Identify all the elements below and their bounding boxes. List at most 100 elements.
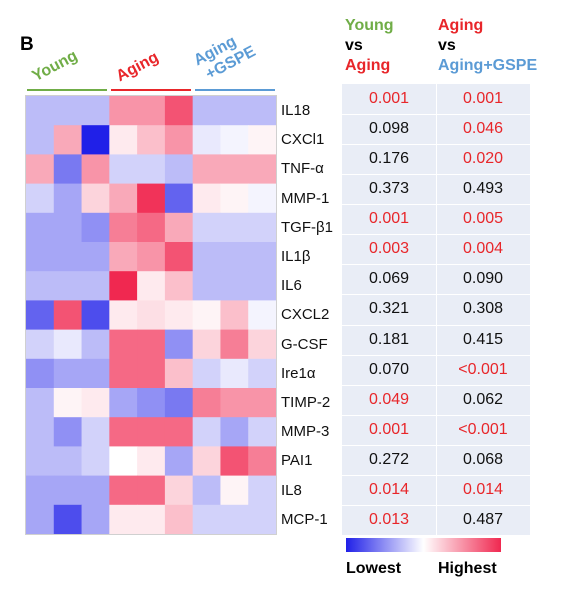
heatmap-cell-CXCL2-5 xyxy=(137,300,166,331)
heatmap-cell-MCP-1-5 xyxy=(137,504,166,535)
heatmap-cell-TIMP-2-8 xyxy=(220,388,249,418)
heatmap-cell-TNF-α-3 xyxy=(81,154,110,185)
heatmap-cell-TIMP-2-1 xyxy=(26,388,55,418)
heatmap-cell-TIMP-2-2 xyxy=(53,388,83,418)
heatmap-cell-IL1β-8 xyxy=(220,242,249,272)
column-header: Young vs Aging xyxy=(345,16,394,76)
heatmap-cell-MMP-1-7 xyxy=(192,183,221,214)
heatmap-cell-MMP-1-6 xyxy=(164,183,194,214)
pvalue-row: 0.373 0.493 xyxy=(342,174,530,203)
pvalue-row-divider xyxy=(342,114,530,116)
heatmap-cell-MMP-1-5 xyxy=(137,183,166,214)
heatmap-cell-MMP-1-4 xyxy=(109,183,138,214)
column-header-line: Aging+GSPE xyxy=(438,57,538,74)
heatmap-cell-G-CSF-1 xyxy=(26,329,55,360)
pvalue-cell: 0.062 xyxy=(462,390,504,408)
heatmap-cell-IL18-3 xyxy=(81,96,110,126)
pvalue-row: 0.001 0.001 xyxy=(342,84,530,113)
heatmap-cell-IL8-4 xyxy=(109,475,138,506)
pvalue-cell: 0.181 xyxy=(368,330,410,348)
pvalue-row: 0.321 0.308 xyxy=(342,294,530,323)
pvalue-row-divider xyxy=(342,204,530,206)
heatmap-cell-CXCl1-4 xyxy=(109,125,138,155)
pvalue-cell: <0.001 xyxy=(458,420,508,438)
heatmap-cell-MCP-1-1 xyxy=(26,504,55,535)
heatmap-cell-IL18-4 xyxy=(109,96,138,126)
pvalue-row-divider xyxy=(342,174,530,176)
pvalue-cell: 0.493 xyxy=(462,180,504,198)
heatmap-cell-Ire1α-2 xyxy=(53,358,83,389)
heatmap-cell-CXCL2-4 xyxy=(109,300,138,331)
heatmap-cell-CXCl1-5 xyxy=(137,125,166,155)
pvalue-cell: 0.014 xyxy=(368,480,410,498)
heatmap-cell-MMP-3-8 xyxy=(220,417,249,447)
pvalue-cell: 0.321 xyxy=(368,300,410,318)
heatmap-cell-IL8-2 xyxy=(53,475,83,506)
gene-label: PAI1 xyxy=(281,452,313,470)
pvalue-column-divider xyxy=(436,84,437,535)
heatmap-cell-MCP-1-3 xyxy=(81,504,110,535)
heatmap-cell-IL8-6 xyxy=(164,475,194,506)
pvalue-row-divider xyxy=(342,444,530,446)
heatmap-cell-TIMP-2-4 xyxy=(109,388,138,418)
pvalue-row-divider xyxy=(342,234,530,236)
heatmap-cell-G-CSF-8 xyxy=(220,329,249,360)
heatmap-cell-IL6-1 xyxy=(26,271,55,301)
column-header-line: vs xyxy=(438,37,456,54)
pvalue-cell: <0.001 xyxy=(458,360,508,378)
pvalue-cell: 0.068 xyxy=(462,450,504,468)
heatmap-cell-TGF-β1-3 xyxy=(81,212,110,243)
pvalue-cell: 0.001 xyxy=(368,210,410,228)
heatmap-cell-CXCL2-2 xyxy=(53,300,83,331)
heatmap-cell-MMP-1-3 xyxy=(81,183,110,214)
pvalue-row: 0.069 0.090 xyxy=(342,264,530,293)
heatmap-cell-CXCl1-7 xyxy=(192,125,221,155)
legend-low-label: Lowest xyxy=(346,560,402,577)
pvalue-row: 0.001 0.005 xyxy=(342,204,530,233)
heatmap-cell-TNF-α-8 xyxy=(220,154,249,185)
heatmap-cell-IL6-5 xyxy=(137,271,166,301)
pvalue-row-divider xyxy=(342,474,530,476)
heatmap-cell-IL6-2 xyxy=(53,271,83,301)
group-underline xyxy=(195,89,275,91)
heatmap-cell-IL1β-6 xyxy=(164,242,194,272)
heatmap-cell-Ire1α-6 xyxy=(164,358,194,389)
group-label: Aging +GSPE xyxy=(191,27,259,86)
heatmap-svg xyxy=(26,96,277,535)
heatmap-cell-CXCL2-8 xyxy=(220,300,249,331)
heatmap-cell-IL8-8 xyxy=(220,475,249,506)
heatmap-cell-IL1β-3 xyxy=(81,242,110,272)
pvalue-row-divider xyxy=(342,144,530,146)
pvalue-cell: 0.046 xyxy=(462,120,504,138)
heatmap-cell-MMP-1-1 xyxy=(26,183,55,214)
pvalue-row: 0.070 <0.001 xyxy=(342,355,530,384)
heatmap-cell-IL18-8 xyxy=(220,96,249,126)
pvalue-row: 0.272 0.068 xyxy=(342,445,530,474)
gene-label: TGF-β1 xyxy=(281,218,333,236)
heatmap-cell-MMP-3-5 xyxy=(137,417,166,447)
group-label: Young xyxy=(30,47,81,86)
heatmap-cell-MCP-1-4 xyxy=(109,504,138,535)
pvalue-row: 0.176 0.020 xyxy=(342,144,530,173)
heatmap-cell-IL6-6 xyxy=(164,271,194,301)
pvalue-cell: 0.003 xyxy=(368,240,410,258)
heatmap-cell-IL8-5 xyxy=(137,475,166,506)
gene-label: CXCl1 xyxy=(281,131,325,149)
heatmap-cell-MMP-3-4 xyxy=(109,417,138,447)
heatmap-cell-TGF-β1-6 xyxy=(164,212,194,243)
heatmap-cell-IL8-1 xyxy=(26,475,55,506)
heatmap-cell-PAI1-4 xyxy=(109,446,138,477)
heatmap-cell-TNF-α-9 xyxy=(248,154,277,185)
heatmap-cell-IL8-7 xyxy=(192,475,221,506)
heatmap-cell-MMP-1-2 xyxy=(53,183,83,214)
heatmap-cell-G-CSF-7 xyxy=(192,329,221,360)
heatmap-cell-IL6-7 xyxy=(192,271,221,301)
column-header-line: Young xyxy=(345,17,394,34)
heatmap-cell-IL6-3 xyxy=(81,271,110,301)
heatmap-cell-MCP-1-7 xyxy=(192,504,221,535)
pvalue-row-divider xyxy=(342,354,530,356)
heatmap-cell-IL1β-9 xyxy=(248,242,277,272)
heatmap-cell-MMP-3-9 xyxy=(248,417,277,447)
pvalue-cell: 0.176 xyxy=(368,150,410,168)
pvalue-cell: 0.415 xyxy=(462,330,504,348)
